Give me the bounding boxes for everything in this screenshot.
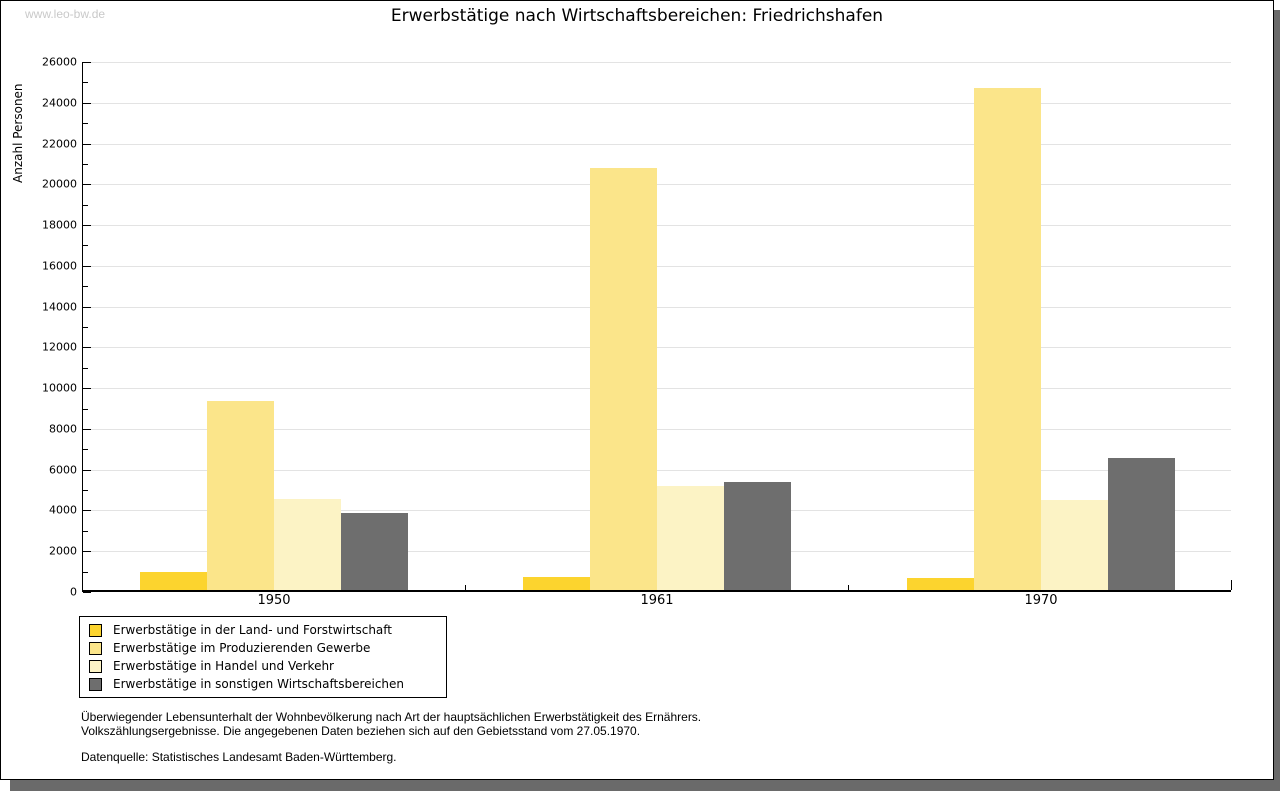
legend-swatch: [89, 659, 102, 673]
y-axis-minor-tick: [83, 123, 88, 125]
y-axis-minor-tick: [83, 82, 88, 84]
legend-label: Erwerbstätige in sonstigen Wirtschaftsbe…: [113, 677, 405, 691]
y-axis-major-tick: [83, 592, 91, 593]
y-axis-minor-tick: [83, 530, 88, 532]
y-axis-tick-label: 18000: [42, 218, 77, 232]
y-axis-major-tick: [83, 510, 91, 512]
bar-1970-series1: [907, 577, 974, 590]
y-axis-major-tick: [83, 265, 91, 267]
y-axis-minor-tick: [83, 286, 88, 288]
y-axis-minor-tick: [83, 204, 88, 206]
y-axis-tick-label: 20000: [42, 177, 77, 191]
y-axis-tick-label: 0: [70, 585, 77, 599]
gridline: [83, 265, 1231, 267]
y-axis-minor-tick: [83, 449, 88, 451]
bar-1961-series2: [590, 168, 657, 590]
x-axis-tick: [1231, 580, 1232, 590]
y-axis-major-tick: [83, 184, 91, 186]
y-axis-major-tick: [83, 225, 91, 227]
y-axis-tick-label: 24000: [42, 96, 77, 110]
bar-1961-series4: [724, 481, 791, 590]
legend: Erwerbstätige in der Land- und Forstwirt…: [79, 616, 447, 698]
legend-swatch: [89, 623, 102, 637]
footnote-line-2: Volkszählungsergebnisse. Die angegebenen…: [81, 724, 641, 738]
legend-label: Erwerbstätige im Produzierenden Gewerbe: [113, 641, 371, 655]
legend-label: Erwerbstätige in der Land- und Forstwirt…: [113, 623, 392, 637]
y-axis-tick-label: 12000: [42, 340, 77, 354]
bar-1950-series1: [140, 571, 207, 590]
legend-item-3: Erwerbstätige in Handel und Verkehr: [89, 657, 438, 675]
y-axis-tick-label: 8000: [49, 422, 77, 436]
watermark: www.leo-bw.de: [25, 7, 106, 21]
bar-1970-series2: [974, 87, 1041, 590]
y-axis-minor-tick: [83, 367, 88, 369]
bar-1950-series3: [274, 499, 341, 590]
y-axis-major-tick: [83, 551, 91, 553]
y-axis-major-tick: [83, 388, 91, 390]
y-axis-tick-label: 6000: [49, 463, 77, 477]
y-axis-minor-tick: [83, 571, 88, 573]
y-axis-major-tick: [83, 102, 91, 104]
chart-title: Erwerbstätige nach Wirtschaftsbereichen:…: [390, 6, 884, 26]
y-axis-major-tick: [83, 143, 91, 145]
plot-area: 0 2000 4000 6000 8000 10000 12000 14000 16000 180…: [42, 56, 1232, 608]
gridline: [83, 225, 1231, 227]
x-axis-tick: [848, 585, 849, 590]
gridline: [83, 347, 1231, 349]
bar-1970-series4: [1108, 457, 1175, 590]
legend-item-2: Erwerbstätige im Produzierenden Gewerbe: [89, 639, 438, 657]
y-axis-minor-tick: [83, 163, 88, 165]
x-axis-tick: [465, 585, 466, 590]
gridline: [83, 62, 1231, 63]
legend-swatch: [89, 677, 102, 691]
y-axis-tick-label: 16000: [42, 259, 77, 273]
legend-item-4: Erwerbstätige in sonstigen Wirtschaftsbe…: [89, 675, 438, 693]
bar-1970-series3: [1041, 500, 1108, 590]
x-axis-label-1961: 1961: [640, 593, 674, 608]
y-axis-tick-label: 2000: [49, 544, 77, 558]
y-axis-tick-label: 14000: [42, 300, 77, 314]
y-axis-tick-label: 26000: [42, 55, 77, 69]
y-axis-minor-tick: [83, 490, 88, 492]
data-source-line: Datenquelle: Statistisches Landesamt Bad…: [81, 750, 397, 764]
y-axis-major-tick: [83, 469, 91, 471]
y-axis-tick-label: 4000: [49, 503, 77, 517]
bar-1961-series1: [523, 576, 590, 590]
y-axis-tick-label: 10000: [42, 381, 77, 395]
bar-1950-series2: [207, 401, 274, 590]
x-axis-label-1950: 1950: [257, 593, 291, 608]
gridline: [83, 428, 1231, 430]
footnotes: Überwiegender Lebensunterhalt der Wohnbe…: [81, 710, 701, 738]
gridline: [83, 469, 1231, 471]
legend-label: Erwerbstätige in Handel und Verkehr: [113, 659, 334, 673]
x-axis-label-1970: 1970: [1024, 593, 1058, 608]
bar-1961-series3: [657, 486, 724, 590]
gridline: [83, 102, 1231, 104]
y-axis-major-tick: [83, 306, 91, 308]
gridline: [83, 184, 1231, 186]
footnote-line-1: Überwiegender Lebensunterhalt der Wohnbe…: [81, 710, 702, 724]
legend-swatch: [89, 641, 102, 655]
gridline: [83, 143, 1231, 145]
legend-item-1: Erwerbstätige in der Land- und Forstwirt…: [89, 621, 438, 639]
y-axis-minor-tick: [83, 245, 88, 247]
y-axis-minor-tick: [83, 408, 88, 410]
gridline: [83, 306, 1231, 308]
y-axis-minor-tick: [83, 327, 88, 328]
y-axis-title: Anzahl Personen: [11, 83, 25, 183]
bar-1950-series4: [341, 512, 408, 590]
y-axis-major-tick: [83, 62, 91, 63]
y-axis-major-tick: [83, 428, 91, 430]
gridline: [83, 388, 1231, 390]
y-axis-tick-label: 22000: [42, 137, 77, 151]
y-axis-major-tick: [83, 347, 91, 349]
